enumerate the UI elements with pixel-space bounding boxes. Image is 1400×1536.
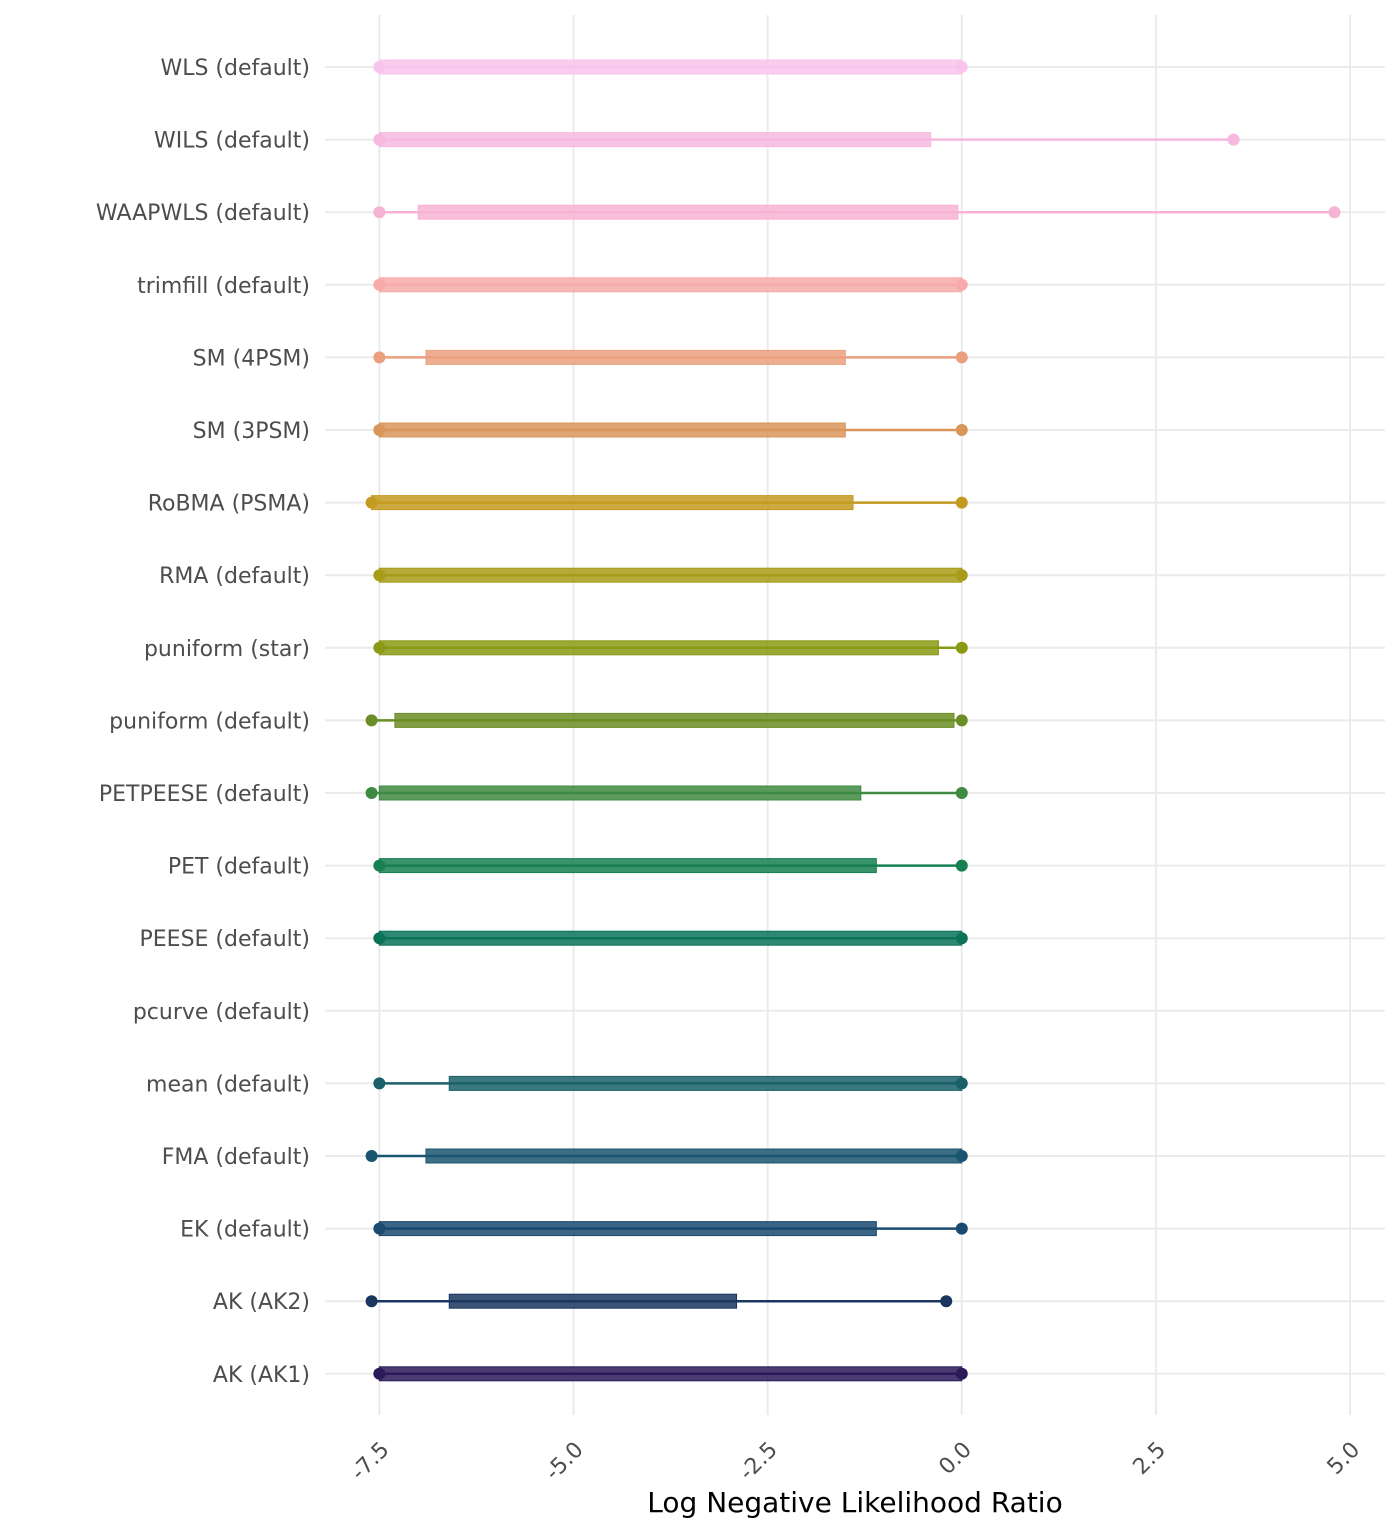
y-tick-label: SM (4PSM) <box>193 346 310 371</box>
min-point <box>373 641 386 654</box>
x-axis-label: Log Negative Likelihood Ratio <box>647 1486 1062 1519</box>
y-tick-label: RMA (default) <box>159 564 310 589</box>
box <box>378 132 932 148</box>
box <box>425 1148 963 1164</box>
min-point <box>365 714 378 727</box>
max-point <box>955 496 968 509</box>
min-point <box>373 424 386 436</box>
box <box>378 59 963 75</box>
min-point <box>373 1077 386 1090</box>
max-point <box>955 1367 968 1380</box>
min-point <box>365 1150 378 1162</box>
box <box>417 204 959 220</box>
max-point <box>955 1077 968 1090</box>
y-tick-label: PEESE (default) <box>140 927 311 952</box>
box <box>378 1221 877 1237</box>
x-tick-label: -7.5 <box>346 1437 394 1485</box>
box <box>448 1075 963 1091</box>
box <box>378 422 846 438</box>
max-point <box>1227 133 1240 146</box>
box <box>378 1366 963 1382</box>
min-point <box>373 206 386 219</box>
max-point <box>955 569 968 582</box>
box <box>378 858 877 874</box>
box <box>378 277 963 293</box>
min-point <box>373 133 386 146</box>
max-point <box>955 714 968 727</box>
min-point <box>365 787 378 799</box>
y-tick-label: WILS (default) <box>154 129 310 154</box>
box <box>371 495 854 511</box>
box <box>378 640 939 656</box>
min-point <box>373 61 386 73</box>
max-point <box>955 859 968 872</box>
y-tick-label: WAAPWLS (default) <box>96 201 310 226</box>
max-point <box>955 424 968 436</box>
min-point <box>373 1222 386 1235</box>
y-tick-label: EK (default) <box>180 1218 310 1243</box>
max-point <box>955 1150 968 1162</box>
max-point <box>955 278 968 291</box>
min-point <box>365 1295 378 1308</box>
y-tick-label: puniform (star) <box>144 637 310 662</box>
max-point <box>955 641 968 654</box>
min-point <box>373 859 386 872</box>
y-tick-label: FMA (default) <box>162 1145 310 1170</box>
box <box>378 785 862 801</box>
x-tick-label: -5.0 <box>541 1437 589 1485</box>
box <box>394 712 955 728</box>
min-point <box>373 569 386 582</box>
x-tick-label: 5.0 <box>1323 1437 1365 1479</box>
y-tick-label: trimfill (default) <box>137 274 310 299</box>
y-tick-label: mean (default) <box>146 1072 310 1097</box>
max-point <box>1328 206 1341 219</box>
x-tick-label: -2.5 <box>735 1437 783 1485</box>
y-tick-label: SM (3PSM) <box>193 419 310 444</box>
y-tick-label: PET (default) <box>168 855 310 880</box>
box <box>378 567 963 583</box>
x-tick-label: 2.5 <box>1129 1437 1171 1479</box>
max-point <box>940 1295 953 1308</box>
max-point <box>955 932 968 945</box>
y-tick-label: AK (AK2) <box>213 1290 310 1315</box>
y-tick-label: pcurve (default) <box>133 1000 310 1025</box>
min-point <box>373 278 386 291</box>
y-tick-label: RoBMA (PSMA) <box>148 492 310 517</box>
min-point <box>373 351 386 364</box>
y-tick-label: puniform (default) <box>109 709 310 734</box>
box <box>448 1293 738 1309</box>
min-point <box>365 496 378 509</box>
max-point <box>955 1222 968 1235</box>
y-tick-label: AK (AK1) <box>213 1363 310 1388</box>
min-point <box>373 1367 386 1380</box>
max-point <box>955 787 968 799</box>
max-point <box>955 61 968 73</box>
min-point <box>373 932 386 945</box>
box <box>378 930 963 946</box>
y-tick-label: WLS (default) <box>160 56 310 81</box>
box <box>425 349 846 365</box>
x-tick-label: 0.0 <box>934 1437 976 1479</box>
max-point <box>955 351 968 364</box>
y-tick-label: PETPEESE (default) <box>99 782 310 807</box>
